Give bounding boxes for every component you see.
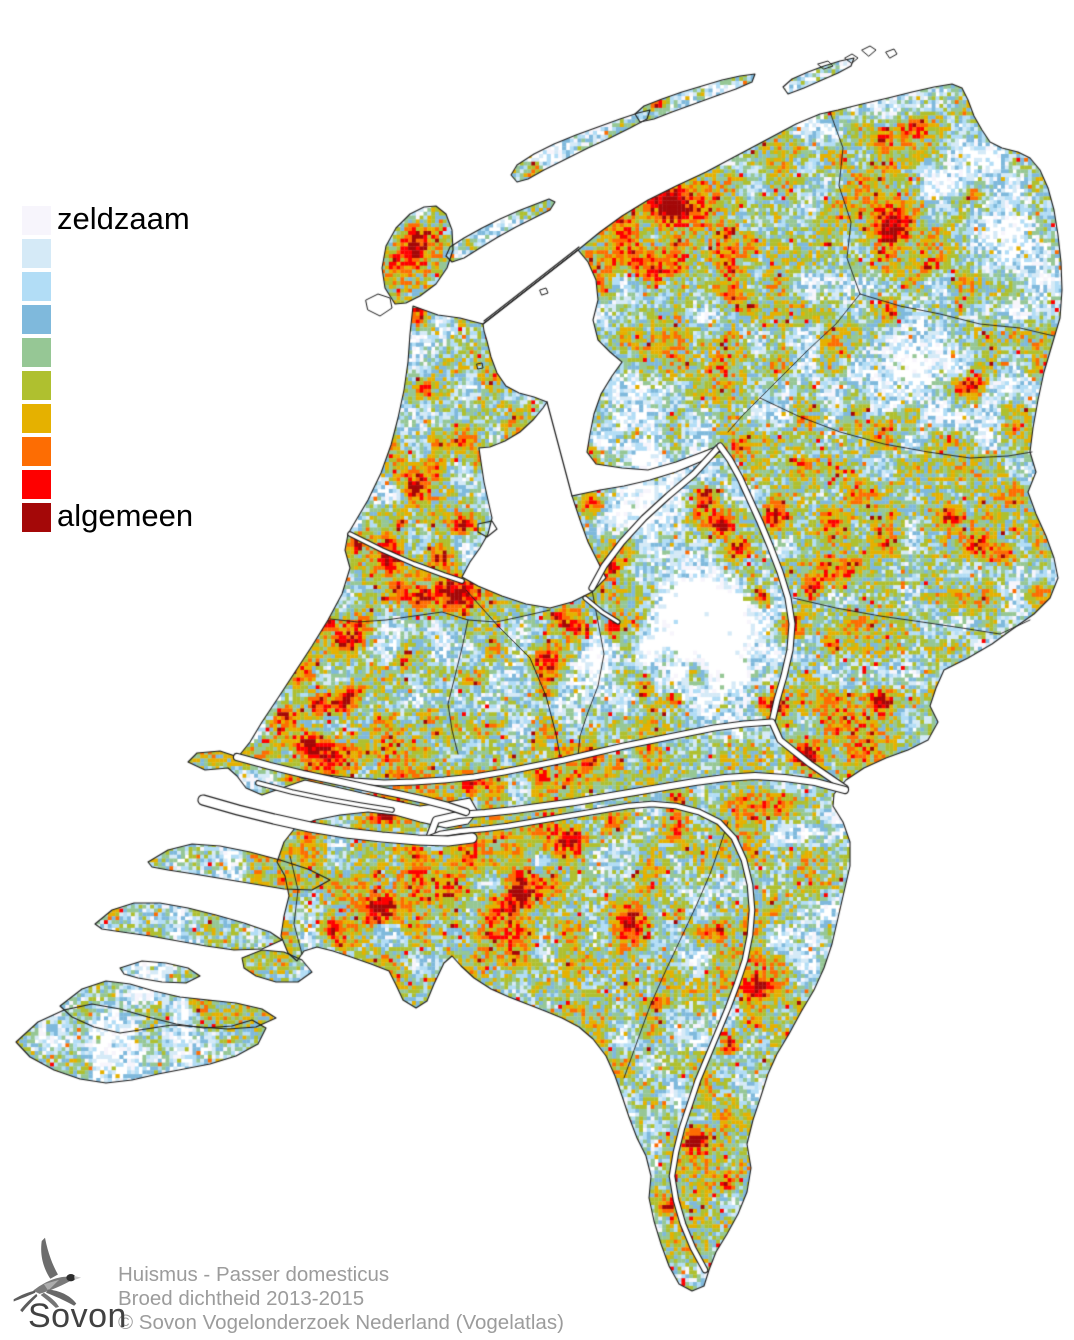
legend-swatch bbox=[22, 305, 51, 334]
legend-label-common: algemeen bbox=[57, 498, 194, 533]
period-line: Broed dichtheid 2013-2015 bbox=[118, 1286, 365, 1310]
legend-swatch bbox=[22, 470, 51, 499]
legend-swatch bbox=[22, 338, 51, 367]
species-name-line: Huismus - Passer domesticus bbox=[118, 1263, 390, 1286]
legend-swatch bbox=[22, 272, 51, 301]
legend-swatches bbox=[22, 206, 51, 536]
map-caption: Huismus - Passer domesticus Broed dichth… bbox=[118, 1263, 564, 1334]
legend-swatch bbox=[22, 371, 51, 400]
legend-swatch bbox=[22, 206, 51, 235]
legend-swatch bbox=[22, 239, 51, 268]
copyright-line: © Sovon Vogelonderzoek Nederland (Vogela… bbox=[118, 1310, 564, 1334]
sovon-logo-text: Sovon bbox=[28, 1297, 127, 1335]
legend-swatch bbox=[22, 404, 51, 433]
sovon-logo-swallow-icon bbox=[13, 1237, 82, 1313]
legend-swatch bbox=[22, 437, 51, 466]
legend-label-rare: zeldzaam bbox=[57, 201, 190, 236]
legend-swatch bbox=[22, 503, 51, 532]
